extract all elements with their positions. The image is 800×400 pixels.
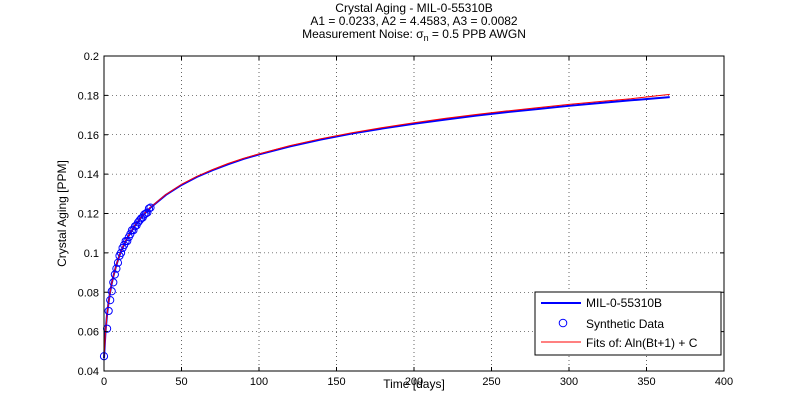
synthetic-data-point [107, 287, 116, 296]
axis-ticks: 0 50 100 150 200 250 300 350 400 0.04 0.06 0.08 0.1 0… [78, 51, 734, 388]
synthetic-data-point [123, 236, 132, 246]
x-tick-label: 300 [560, 376, 578, 388]
synthetic-data-point [146, 203, 155, 212]
legend: MIL-0-55310B Synthetic Data Fits of: Aln… [534, 291, 722, 356]
synthetic-data-point [110, 270, 119, 279]
chart-subtitle-parameters: A1 = 0.0233, A2 = 4.4583, A3 = 0.0082 [310, 14, 518, 28]
x-tick-label: 200 [405, 376, 423, 388]
x-tick-label: 150 [327, 376, 345, 388]
x-tick-label: 50 [175, 376, 187, 388]
sigma-symbol: σ [416, 27, 424, 41]
sigma-subscript: n [423, 33, 429, 43]
y-tick-label: 0.14 [78, 169, 99, 181]
noise-prefix: Measurement Noise: [302, 27, 417, 41]
chart-title: Crystal Aging - MIL-0-55310B [335, 1, 493, 15]
y-tick-label: 0.1 [84, 248, 99, 260]
y-tick-label: 0.16 [78, 130, 99, 142]
y-tick-label: 0.04 [78, 366, 99, 378]
y-tick-label: 0.12 [78, 209, 99, 221]
synthetic-data-point [106, 296, 115, 305]
noise-suffix: = 0.5 PPB AWGN [428, 27, 526, 41]
series-line-fit [103, 93, 670, 359]
y-tick-label: 0.18 [78, 90, 99, 102]
series-layer [99, 93, 670, 361]
legend-label-synthetic: Synthetic Data [586, 317, 664, 331]
x-axis-label: Time [days] [383, 377, 445, 391]
x-tick-label: 400 [715, 376, 733, 388]
y-axis-label: Crystal Aging [PPM] [55, 160, 69, 267]
chart-subtitle-noise: Measurement Noise: σn = 0.5 PPB AWGN [104, 27, 724, 45]
y-tick-label: 0.08 [78, 287, 99, 299]
x-tick-label: 250 [482, 376, 500, 388]
x-tick-label: 350 [637, 376, 655, 388]
synthetic-data-point [112, 264, 121, 273]
legend-label-model: MIL-0-55310B [586, 296, 662, 310]
x-tick-label: 0 [101, 376, 107, 388]
synthetic-data-point [104, 306, 113, 316]
synthetic-data-point [144, 204, 154, 213]
legend-label-fit: Fits of: Aln(Bt+1) + C [586, 336, 698, 350]
x-tick-label: 100 [250, 376, 268, 388]
synthetic-data-point [109, 278, 118, 287]
y-tick-label: 0.06 [78, 327, 99, 339]
y-tick-label: 0.2 [84, 51, 99, 63]
legend-swatch-synthetic [558, 318, 568, 328]
synthetic-data-point [116, 248, 126, 257]
